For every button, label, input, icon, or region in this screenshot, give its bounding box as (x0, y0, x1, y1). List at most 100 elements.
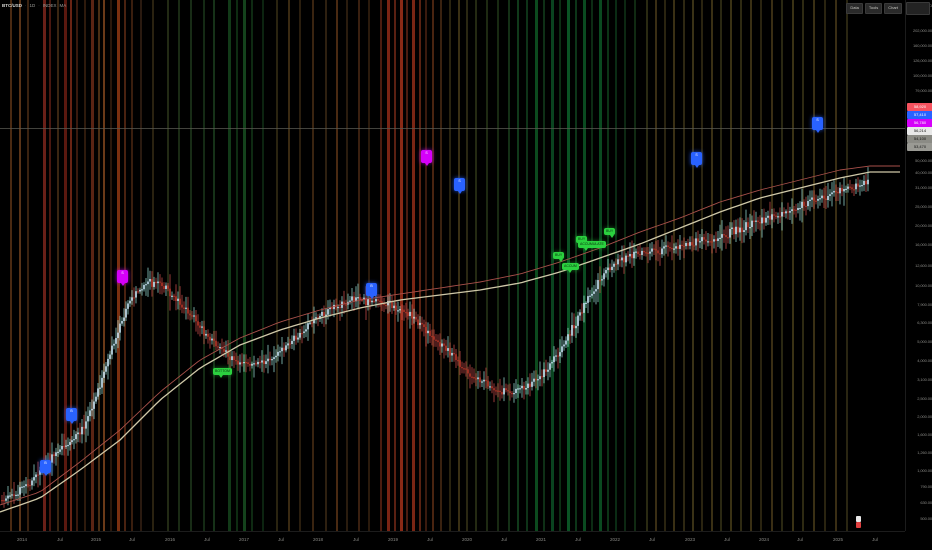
badge-last[interactable]: 56,214 (907, 127, 932, 135)
signal-acc-2[interactable]: ACCUM (562, 263, 579, 270)
signal-top-1-badge[interactable]: S (117, 270, 128, 283)
signal-sell-3[interactable]: S (812, 117, 823, 130)
indicator-band (140, 0, 142, 531)
time-axis[interactable]: 2014 Jul 2015 Jul 2016 Jul 2017 Jul 2018 Jul 2019 J… (0, 531, 905, 550)
badge-ma[interactable]: 54,100 (907, 135, 932, 143)
indicator-band (251, 0, 253, 531)
price-axis-tick: 500.00 (920, 516, 932, 521)
badge-alt[interactable]: 56,780 (907, 119, 932, 127)
price-axis-tick: 25,000.00 (915, 204, 932, 209)
price-axis-tick: 2,500.00 (917, 396, 932, 401)
legend-symbol[interactable]: BTC/USD (2, 3, 22, 8)
time-axis-tick: 2019 (387, 537, 399, 542)
indicator-band (228, 0, 231, 531)
signal-tiny-2[interactable] (856, 522, 861, 528)
indicator-band (760, 0, 762, 531)
signal-sell-3-badge[interactable]: S (812, 117, 823, 130)
signal-buy-2-badge[interactable]: B (66, 408, 77, 421)
signal-sell-1[interactable]: S (454, 178, 465, 191)
time-axis-tick: Jul (724, 537, 730, 542)
price-axis-tick: 3,100.00 (917, 377, 932, 382)
legend-separator-2: · (38, 3, 40, 8)
signal-top-2[interactable]: S (421, 150, 432, 163)
signal-buy-3-badge[interactable]: B (366, 283, 377, 296)
indicator-band (387, 0, 390, 531)
signal-buy-1-badge[interactable]: B (40, 460, 51, 473)
indicator-band (98, 0, 100, 531)
time-axis-tick: 2016 (164, 537, 176, 542)
tools-button[interactable]: Tools (864, 3, 883, 14)
indicator-band (110, 0, 112, 531)
indicator-band (824, 0, 826, 531)
signal-sell-2[interactable]: S (691, 152, 702, 165)
time-axis-tick: 2014 (16, 537, 28, 542)
signal-buy-3[interactable]: B (366, 283, 377, 296)
data-button[interactable]: Data (846, 3, 863, 14)
signal-acc-4-bubble[interactable]: ACCUMULATE (578, 241, 606, 248)
price-axis-tick: 5,000.00 (917, 339, 932, 344)
signal-acc-2-bubble[interactable]: ACCUM (562, 263, 579, 270)
indicator-band (27, 0, 29, 531)
time-axis-tick: Jul (57, 537, 63, 542)
chart-plot-pane[interactable]: B B S BOTTOM B S S BUY ACCUM BUY ACCUMULATE BUY S S (0, 0, 905, 531)
signal-acc-1[interactable]: BUY (553, 252, 565, 259)
signal-bot-1-bubble[interactable]: BOTTOM (213, 368, 232, 375)
moving-average-short-line (0, 165, 900, 506)
indicator-band (64, 0, 67, 531)
signal-acc-5-bubble[interactable]: BUY (604, 228, 616, 235)
signal-top-1[interactable]: S (117, 270, 128, 283)
badge-close[interactable]: 53,470 (907, 143, 932, 151)
indicator-band (701, 0, 703, 531)
signal-buy-1[interactable]: B (40, 460, 51, 473)
signal-top-2-badge[interactable]: S (421, 150, 432, 163)
signal-acc-4[interactable]: ACCUMULATE (578, 241, 606, 248)
indicator-band (664, 0, 666, 531)
indicator-band (551, 0, 554, 531)
moving-average-long-line (0, 171, 900, 513)
legend-interval[interactable]: 1D (29, 3, 36, 8)
signal-bot-1[interactable]: BOTTOM (213, 368, 232, 375)
time-axis-tick: Jul (797, 537, 803, 542)
indicator-band (692, 0, 694, 531)
indicator-band (730, 0, 732, 531)
indicator-band (380, 0, 382, 531)
price-axis-tick: 790.00 (920, 484, 932, 489)
signal-buy-2[interactable]: B (66, 408, 77, 421)
legend-source[interactable]: INDEX (42, 3, 57, 8)
indicator-band (91, 0, 94, 531)
signal-acc-3[interactable]: BUY (576, 236, 588, 243)
price-axis-tick: 4,000.00 (917, 358, 932, 363)
settings-swatch[interactable] (906, 2, 930, 15)
signal-sell-2-badge[interactable]: S (691, 152, 702, 165)
signal-tiny-1[interactable] (856, 516, 861, 522)
indicator-band (49, 0, 51, 531)
indicator-band (400, 0, 403, 531)
chart-button[interactable]: Chart (884, 3, 902, 14)
indicator-band (655, 0, 657, 531)
signal-acc-1-bubble[interactable]: BUY (553, 252, 565, 259)
signal-acc-3-bubble[interactable]: BUY (576, 236, 588, 243)
indicator-band (740, 0, 742, 531)
signal-tiny-1-badge[interactable] (856, 516, 861, 522)
price-axis[interactable]: 202,000.00 160,000.00 126,000.00 100,000.00… (905, 0, 932, 531)
signal-sell-1-badge[interactable]: S (454, 178, 465, 191)
legend-studies[interactable]: MA (59, 3, 67, 8)
chart-toolbar[interactable]: Data Tools Chart (846, 3, 902, 14)
badge-signal[interactable]: 57,410 (907, 111, 932, 119)
time-axis-tick: Jul (872, 537, 878, 542)
signal-acc-5[interactable]: BUY (604, 228, 616, 235)
indicator-band (203, 0, 205, 531)
indicator-band (646, 0, 648, 531)
signal-tiny-2-badge[interactable] (856, 522, 861, 528)
badge-high[interactable]: 58,920 (907, 103, 932, 111)
indicator-band (243, 0, 246, 531)
chart-legend[interactable]: BTC/USD · 1D · INDEX MA (2, 2, 66, 9)
indicator-band (178, 0, 180, 531)
indicator-band (535, 0, 538, 531)
time-axis-tick: Jul (129, 537, 135, 542)
indicator-band (711, 0, 713, 531)
indicator-band (152, 0, 154, 531)
indicator-band (813, 0, 815, 531)
price-axis-tick: 20,000.00 (915, 223, 932, 228)
indicator-band (358, 0, 360, 531)
